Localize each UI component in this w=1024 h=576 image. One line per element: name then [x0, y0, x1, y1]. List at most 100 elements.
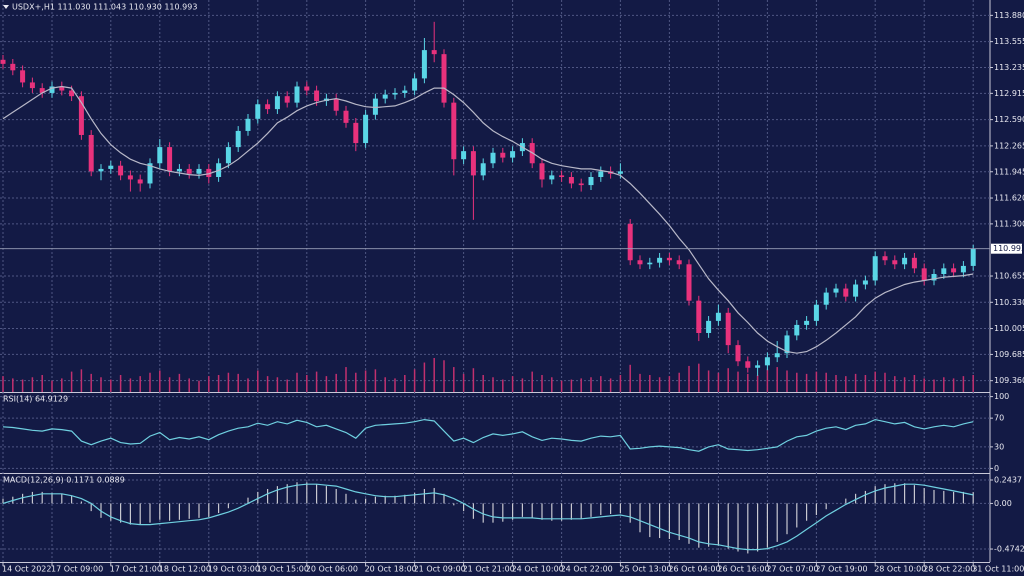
x-tick-label: 17 Oct 09:00 — [51, 565, 103, 574]
y-tick-label: 0.2437 — [994, 475, 1022, 484]
candle-body — [774, 353, 780, 358]
candle-body — [539, 163, 545, 180]
candle-body — [49, 86, 55, 93]
candle-body — [147, 163, 153, 184]
candle-body — [490, 152, 496, 164]
candle-body — [794, 324, 800, 336]
candle-body — [392, 92, 398, 95]
menu-arrow[interactable] — [3, 5, 9, 9]
candle-body — [696, 300, 702, 333]
candle-body — [882, 256, 888, 261]
candle-body — [549, 175, 555, 180]
candle-body — [480, 163, 486, 176]
y-tick-label: 112.590 — [994, 115, 1024, 124]
candle-body — [98, 168, 104, 172]
candle-body — [578, 183, 584, 186]
grid — [0, 0, 993, 566]
candle-body — [902, 257, 908, 265]
candle-body — [764, 357, 770, 366]
candle-body — [804, 320, 810, 325]
y-tick-label: -0.4742 — [994, 545, 1024, 554]
candle-body — [970, 248, 976, 266]
candle-body — [196, 168, 202, 174]
macd-title: MACD(12,26,9) 0.1171 0.0889 — [3, 476, 125, 485]
candle-body — [157, 147, 163, 164]
candle-body — [637, 260, 643, 265]
candle-body — [294, 86, 300, 103]
candle-body — [960, 265, 966, 273]
y-tick-label: 110.655 — [994, 272, 1024, 281]
candle-body — [706, 320, 712, 333]
y-tick-label: 112.915 — [994, 89, 1024, 98]
candle-body — [853, 284, 859, 297]
candle-body — [0, 59, 6, 64]
candle-body — [284, 96, 290, 103]
candle-body — [911, 257, 917, 269]
chart-title: USDX+,H1 111.030 111.043 110.930 110.993 — [12, 3, 197, 12]
y-tick-label: 30 — [994, 442, 1004, 451]
candle-body — [931, 273, 937, 281]
candle-body — [137, 179, 143, 184]
rsi-line — [2, 418, 974, 452]
x-tick-label: 14 Oct 2022 — [2, 565, 51, 574]
x-tick-label: 26 Oct 16:00 — [717, 565, 769, 574]
x-tick-label: 28 Oct 10:00 — [874, 565, 926, 574]
candle-body — [676, 260, 682, 265]
candle-body — [274, 96, 280, 110]
candle-body — [686, 264, 692, 301]
candle-body — [39, 88, 45, 93]
y-tick-label: 70 — [994, 414, 1004, 423]
y-tick-label: 109.685 — [994, 350, 1024, 359]
candle-body — [59, 86, 65, 91]
candle-body — [951, 268, 957, 273]
candle-body — [862, 280, 868, 285]
y-tick-label: 0 — [994, 464, 999, 473]
candle-body — [186, 168, 192, 174]
candle-body — [735, 345, 741, 362]
candle-body — [559, 175, 565, 178]
candle-body — [372, 98, 378, 115]
candle-body — [461, 151, 467, 160]
candle-body — [745, 361, 751, 368]
candle-body — [568, 177, 574, 184]
candle-body — [823, 292, 829, 305]
candle-body — [88, 134, 94, 172]
candle-body — [255, 104, 261, 119]
y-tick-label: 112.265 — [994, 141, 1024, 150]
candle-body — [206, 168, 212, 178]
y-tick-label: 111.945 — [994, 167, 1024, 176]
candle-body — [833, 288, 839, 293]
y-tick-label: 109.360 — [994, 376, 1024, 385]
x-tick-label: 20 Oct 18:00 — [365, 565, 417, 574]
candle-body — [167, 147, 173, 172]
x-tick-label: 17 Oct 21:00 — [110, 565, 162, 574]
candle-body — [333, 98, 339, 111]
x-tick-label: 20 Oct 06:00 — [306, 565, 358, 574]
y-tick-label: 110.330 — [994, 298, 1024, 307]
candle-body — [510, 151, 516, 158]
y-tick-label: 110.005 — [994, 324, 1024, 333]
candle-body — [304, 86, 310, 91]
candle-body — [20, 70, 26, 83]
candle-body — [666, 257, 672, 261]
x-tick-label: 21 Oct 09:00 — [414, 565, 466, 574]
x-tick-label: 19 Oct 15:00 — [257, 565, 309, 574]
candle-body — [29, 82, 35, 89]
rsi-title: RSI(14) 64.9129 — [3, 395, 68, 404]
y-tick-label: 113.555 — [994, 37, 1024, 46]
candle-body — [657, 257, 663, 263]
candle-body — [412, 78, 418, 91]
candle-body — [353, 122, 359, 144]
candle-body — [892, 260, 898, 265]
candle-body — [647, 262, 653, 265]
x-tick-label: 24 Oct 22:00 — [561, 565, 613, 574]
y-tick-label: 0.00 — [994, 499, 1012, 508]
candle-body — [343, 110, 349, 123]
candle-body — [127, 175, 133, 180]
candle-body — [78, 96, 84, 135]
candle-body — [363, 114, 369, 144]
last-price-label: 110.993 — [993, 244, 1024, 253]
x-tick-label: 26 Oct 04:00 — [668, 565, 720, 574]
x-tick-label: 27 Oct 19:00 — [815, 565, 867, 574]
